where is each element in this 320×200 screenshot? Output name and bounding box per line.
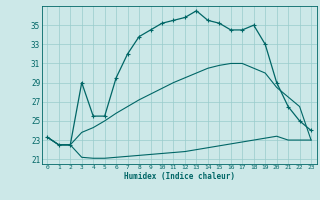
X-axis label: Humidex (Indice chaleur): Humidex (Indice chaleur) [124,172,235,181]
